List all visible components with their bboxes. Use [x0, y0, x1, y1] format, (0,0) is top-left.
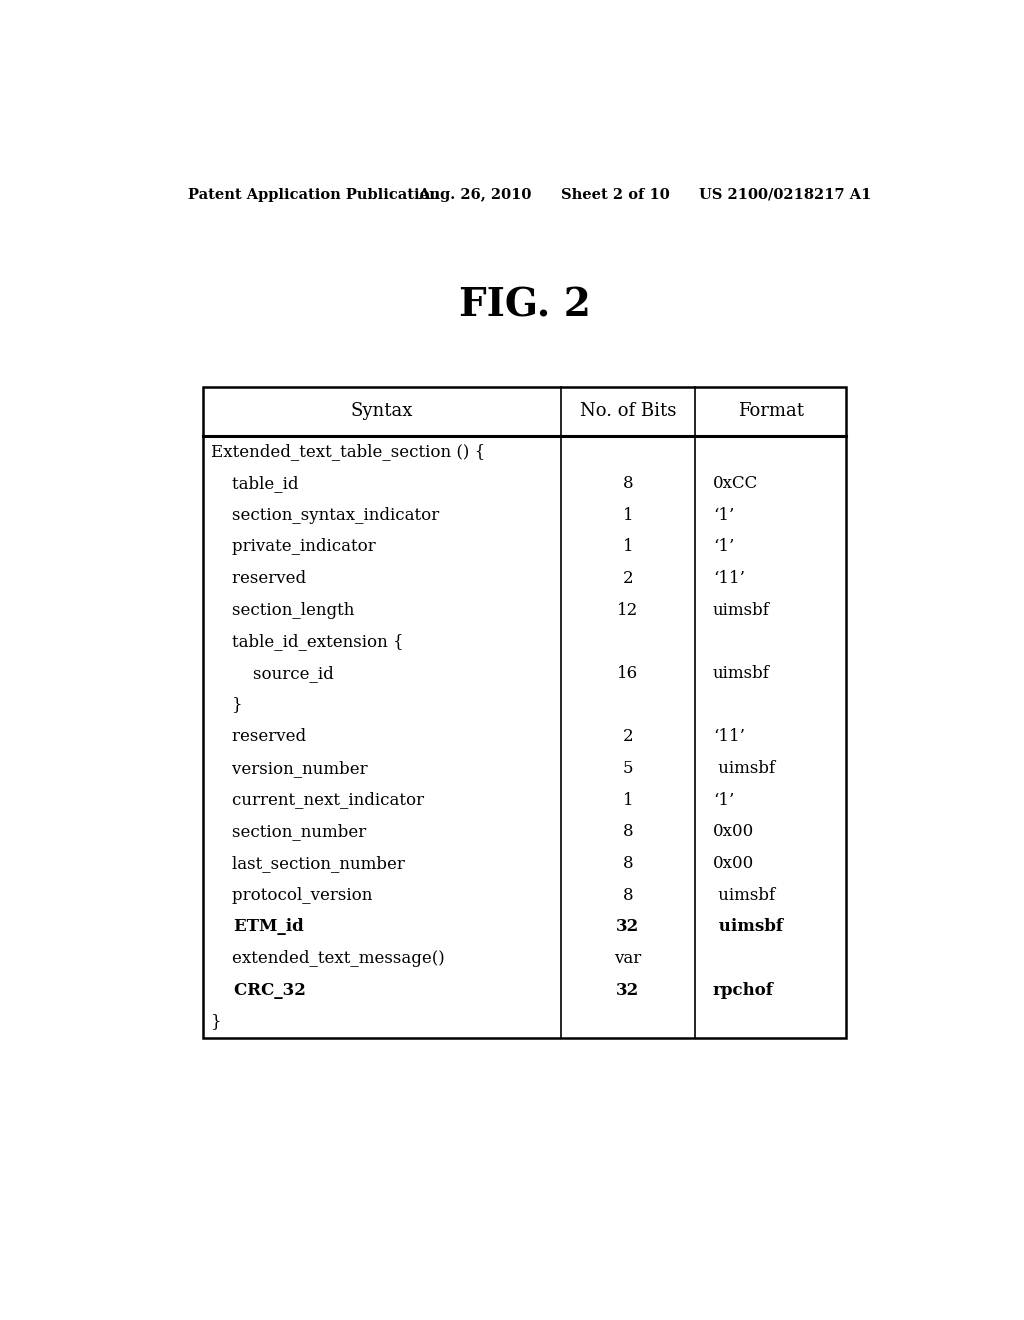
Text: var: var: [614, 950, 642, 968]
Bar: [204, 387, 846, 1038]
Text: current_next_indicator: current_next_indicator: [211, 792, 425, 809]
Text: 8: 8: [623, 855, 633, 873]
Text: Sheet 2 of 10: Sheet 2 of 10: [560, 187, 670, 202]
Text: Extended_text_table_section () {: Extended_text_table_section () {: [211, 444, 485, 461]
Text: 0xCC: 0xCC: [713, 475, 758, 492]
Text: Format: Format: [738, 403, 804, 421]
Text: Syntax: Syntax: [351, 403, 413, 421]
Text: ‘11’: ‘11’: [713, 729, 744, 746]
Text: 12: 12: [617, 602, 639, 619]
Text: ‘1’: ‘1’: [713, 539, 734, 556]
Text: }: }: [211, 1014, 222, 1030]
Text: rpchof: rpchof: [713, 982, 774, 999]
Text: reserved: reserved: [211, 570, 306, 587]
Text: section_number: section_number: [211, 824, 367, 841]
Text: 5: 5: [623, 760, 633, 777]
Text: Patent Application Publication: Patent Application Publication: [187, 187, 439, 202]
Text: section_syntax_indicator: section_syntax_indicator: [211, 507, 439, 524]
Text: 1: 1: [623, 539, 633, 556]
Text: 8: 8: [623, 475, 633, 492]
Text: section_length: section_length: [211, 602, 354, 619]
Text: 0x00: 0x00: [713, 824, 754, 841]
Text: 1: 1: [623, 792, 633, 809]
Text: }: }: [211, 697, 243, 714]
Text: 0x00: 0x00: [713, 855, 754, 873]
Text: 8: 8: [623, 887, 633, 904]
Text: 32: 32: [616, 919, 640, 936]
Text: last_section_number: last_section_number: [211, 855, 406, 873]
Text: source_id: source_id: [211, 665, 334, 682]
Text: private_indicator: private_indicator: [211, 539, 376, 556]
Text: 2: 2: [623, 729, 633, 746]
Text: Aug. 26, 2010: Aug. 26, 2010: [418, 187, 531, 202]
Text: table_id: table_id: [211, 475, 299, 492]
Text: version_number: version_number: [211, 760, 368, 777]
Text: 8: 8: [623, 824, 633, 841]
Text: 32: 32: [616, 982, 640, 999]
Text: US 2100/0218217 A1: US 2100/0218217 A1: [699, 187, 871, 202]
Text: 1: 1: [623, 507, 633, 524]
Text: No. of Bits: No. of Bits: [580, 403, 676, 421]
Text: FIG. 2: FIG. 2: [459, 286, 591, 325]
Text: ‘11’: ‘11’: [713, 570, 744, 587]
Text: table_id_extension {: table_id_extension {: [211, 634, 403, 651]
Text: 2: 2: [623, 570, 633, 587]
Text: CRC_32: CRC_32: [211, 982, 306, 999]
Text: ‘1’: ‘1’: [713, 792, 734, 809]
Text: ETM_id: ETM_id: [211, 919, 304, 936]
Text: uimsbf: uimsbf: [713, 760, 775, 777]
Text: uimsbf: uimsbf: [713, 602, 770, 619]
Text: uimsbf: uimsbf: [713, 665, 770, 682]
Text: protocol_version: protocol_version: [211, 887, 373, 904]
Text: reserved: reserved: [211, 729, 306, 746]
Text: 16: 16: [617, 665, 639, 682]
Text: extended_text_message(): extended_text_message(): [211, 950, 445, 968]
Text: uimsbf: uimsbf: [713, 887, 775, 904]
Text: uimsbf: uimsbf: [713, 919, 783, 936]
Text: ‘1’: ‘1’: [713, 507, 734, 524]
